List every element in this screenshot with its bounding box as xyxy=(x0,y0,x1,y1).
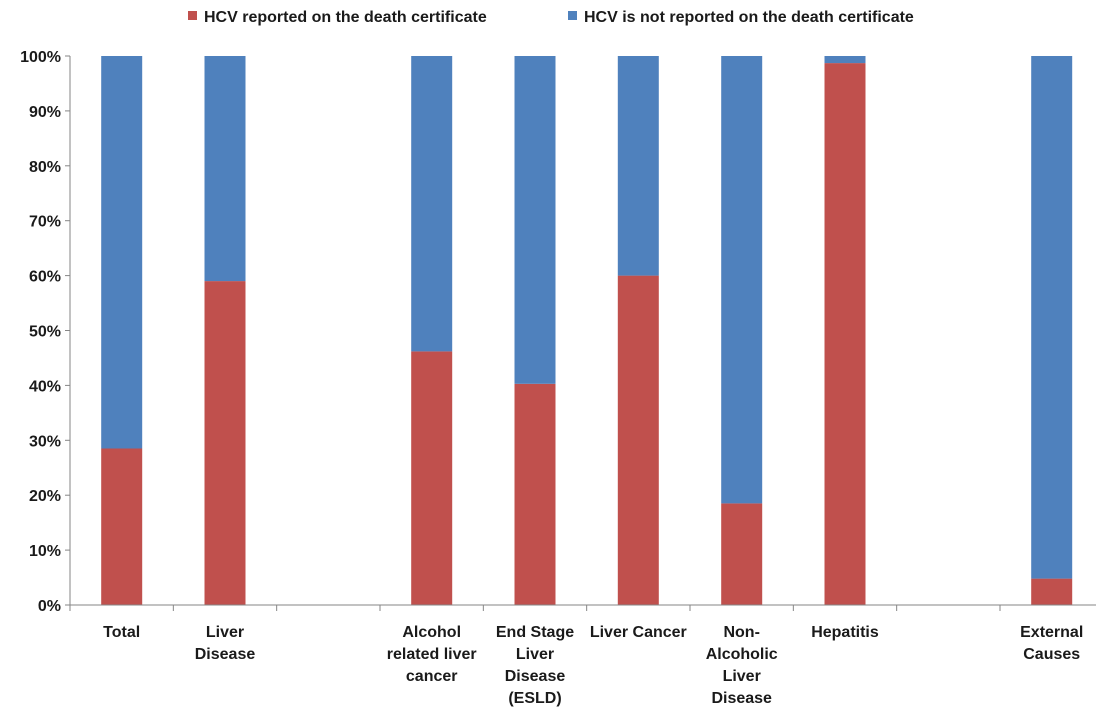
y-tick-label: 20% xyxy=(29,488,61,505)
category-label-line: End Stage xyxy=(496,624,574,641)
y-tick-label: 60% xyxy=(29,269,61,286)
category-label-line: Liver xyxy=(723,668,761,685)
bar-segment-2-cat-4 xyxy=(411,56,453,352)
bar-segment-2-cat-5 xyxy=(514,56,556,384)
category-label-line: cancer xyxy=(406,668,458,685)
bar-segment-2-cat-6 xyxy=(617,56,659,276)
y-tick-label: 0% xyxy=(38,598,61,615)
category-label: Alcohol related liver cancer xyxy=(387,624,477,685)
category-label-line: Total xyxy=(103,624,140,641)
bar-segment-1-cat-8 xyxy=(824,63,866,606)
bars xyxy=(101,56,1073,606)
bar-segment-2-cat-8 xyxy=(824,56,866,64)
legend: HCV reported on the death certificate HCV… xyxy=(188,9,914,26)
category-label-line: related liver xyxy=(387,646,477,663)
category-label-line: Liver Cancer xyxy=(590,624,687,641)
category-label-line: Disease xyxy=(195,646,256,663)
y-tick-label: 70% xyxy=(29,214,61,231)
axes: 0% 10% 20% 30% 40% 50% 60% 70% 80% 90% 100% xyxy=(20,49,1096,615)
bar-segment-1-cat-7 xyxy=(721,503,763,605)
category-label-line: Liver xyxy=(516,646,554,663)
bar-segment-2-cat-10 xyxy=(1031,56,1073,579)
category-label-line: Causes xyxy=(1023,646,1080,663)
category-label-line: (ESLD) xyxy=(508,690,561,707)
category-label-line: Alcohol xyxy=(402,624,461,641)
bar-segment-2-cat-2 xyxy=(204,56,246,282)
category-labels: Total Liver Disease Alcohol related liver can… xyxy=(103,624,1083,707)
bar-segment-1-cat-6 xyxy=(617,275,659,605)
category-label-line: Disease xyxy=(711,690,772,707)
y-tick-label: 90% xyxy=(29,104,61,121)
y-tick-label: 40% xyxy=(29,378,61,395)
legend-swatch-1 xyxy=(188,11,197,20)
legend-label-2: HCV is not reported on the death certifi… xyxy=(584,9,914,26)
bar-segment-1-cat-10 xyxy=(1031,578,1073,605)
bar-segment-1-cat-4 xyxy=(411,351,453,605)
category-label: Hepatitis xyxy=(811,624,879,641)
category-label-line: Non- xyxy=(723,624,759,641)
category-label: Liver Disease xyxy=(195,624,256,663)
legend-label-1: HCV reported on the death certificate xyxy=(204,9,487,26)
bar-segment-2-cat-1 xyxy=(101,56,143,449)
y-tick-label: 80% xyxy=(29,159,61,176)
category-label-line: Disease xyxy=(505,668,566,685)
y-tick-label: 100% xyxy=(20,49,61,66)
category-label-line: External xyxy=(1020,624,1083,641)
bar-segment-1-cat-2 xyxy=(204,281,246,605)
category-label: External Causes xyxy=(1020,624,1083,663)
bar-segment-1-cat-1 xyxy=(101,448,143,605)
y-tick-label: 50% xyxy=(29,324,61,341)
category-label: Non- Alcoholic Liver Disease xyxy=(706,624,778,707)
category-label: End Stage Liver Disease (ESLD) xyxy=(496,624,574,707)
category-label: Liver Cancer xyxy=(590,624,687,641)
category-label-line: Alcoholic xyxy=(706,646,778,663)
bar-segment-1-cat-5 xyxy=(514,383,556,605)
category-label-line: Liver xyxy=(206,624,244,641)
y-tick-label: 30% xyxy=(29,433,61,450)
legend-swatch-2 xyxy=(568,11,577,20)
category-label-line: Hepatitis xyxy=(811,624,879,641)
category-label: Total xyxy=(103,624,140,641)
bar-segment-2-cat-7 xyxy=(721,56,763,504)
y-tick-label: 10% xyxy=(29,543,61,560)
